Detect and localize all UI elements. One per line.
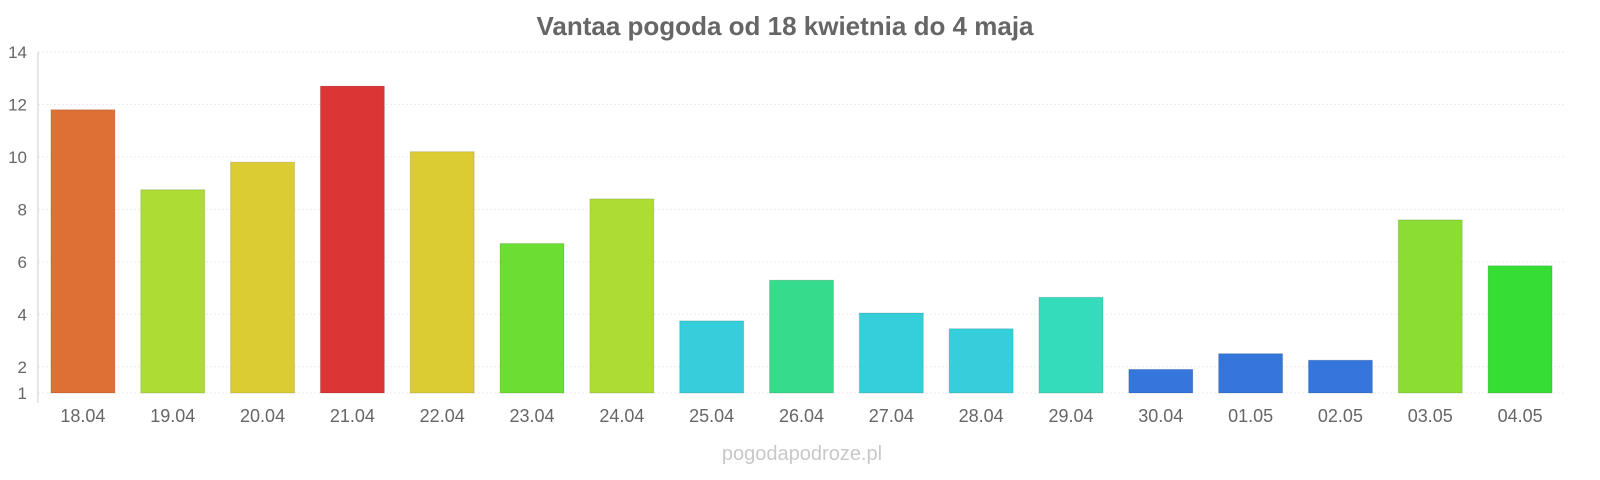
bar-24.04[interactable] — [589, 198, 655, 394]
x-tick-label: 24.04 — [599, 406, 644, 426]
x-tick-label: 02.05 — [1318, 406, 1363, 426]
bar-18.04[interactable] — [50, 109, 116, 394]
x-tick-label: 28.04 — [959, 406, 1004, 426]
bar-02.05[interactable] — [1307, 359, 1373, 394]
chart-title: Vantaa pogoda od 18 kwietnia do 4 maja — [536, 11, 1034, 41]
bar-27.04[interactable] — [858, 312, 924, 394]
x-tick-label: 18.04 — [60, 406, 105, 426]
x-tick-label: 20.04 — [240, 406, 285, 426]
y-tick-label: 6 — [18, 253, 27, 272]
x-tick-label: 21.04 — [330, 406, 375, 426]
x-tick-label: 03.05 — [1408, 406, 1453, 426]
bar-25.04[interactable] — [679, 320, 745, 394]
x-tick-label: 01.05 — [1228, 406, 1273, 426]
bar-30.04[interactable] — [1128, 368, 1194, 394]
x-tick-label: 30.04 — [1138, 406, 1183, 426]
y-tick-label: 2 — [18, 358, 27, 377]
bar-28.04[interactable] — [948, 328, 1014, 394]
bar-03.05[interactable] — [1397, 219, 1463, 394]
x-tick-label: 26.04 — [779, 406, 824, 426]
bar-01.05[interactable] — [1218, 353, 1284, 394]
x-tick-label: 04.05 — [1498, 406, 1543, 426]
x-tick-label: 25.04 — [689, 406, 734, 426]
bar-29.04[interactable] — [1038, 296, 1104, 394]
bar-22.04[interactable] — [409, 151, 475, 394]
x-tick-label: 19.04 — [150, 406, 195, 426]
y-tick-label: 12 — [8, 95, 27, 114]
bar-04.05[interactable] — [1487, 265, 1553, 394]
y-tick-label: 10 — [8, 148, 27, 167]
watermark: pogodapodroze.pl — [722, 443, 882, 465]
x-tick-label: 23.04 — [510, 406, 555, 426]
bar-21.04[interactable] — [319, 85, 385, 394]
y-tick-label: 8 — [18, 200, 27, 219]
y-tick-label: 4 — [18, 305, 27, 324]
y-tick-label: 1 — [18, 384, 27, 403]
bar-23.04[interactable] — [499, 242, 565, 394]
bar-20.04[interactable] — [230, 161, 296, 394]
bar-19.04[interactable] — [140, 189, 206, 394]
bar-26.04[interactable] — [769, 279, 834, 394]
x-tick-label: 27.04 — [869, 406, 914, 426]
x-tick-label: 29.04 — [1048, 406, 1093, 426]
x-tick-label: 22.04 — [420, 406, 465, 426]
y-tick-label: 14 — [8, 43, 27, 62]
